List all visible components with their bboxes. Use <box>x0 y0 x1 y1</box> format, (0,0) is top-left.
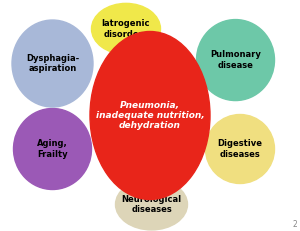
Ellipse shape <box>206 115 274 183</box>
Text: 2: 2 <box>292 220 297 229</box>
Text: Neurological
diseases: Neurological diseases <box>122 195 182 214</box>
Text: Aging,
Frailty: Aging, Frailty <box>37 139 68 159</box>
Ellipse shape <box>12 20 93 107</box>
Text: Pulmonary
disease: Pulmonary disease <box>210 50 261 70</box>
Ellipse shape <box>116 179 188 230</box>
Ellipse shape <box>90 31 210 200</box>
Text: Digestive
diseases: Digestive diseases <box>218 139 262 159</box>
Ellipse shape <box>92 3 160 54</box>
Text: Pneumonia,
inadequate nutrition,
dehydration: Pneumonia, inadequate nutrition, dehydra… <box>96 100 204 131</box>
Ellipse shape <box>196 20 274 100</box>
Text: Iatrogenic
disorders: Iatrogenic disorders <box>102 19 150 39</box>
Ellipse shape <box>14 109 92 189</box>
Text: Dysphagia-
aspiration: Dysphagia- aspiration <box>26 54 79 73</box>
